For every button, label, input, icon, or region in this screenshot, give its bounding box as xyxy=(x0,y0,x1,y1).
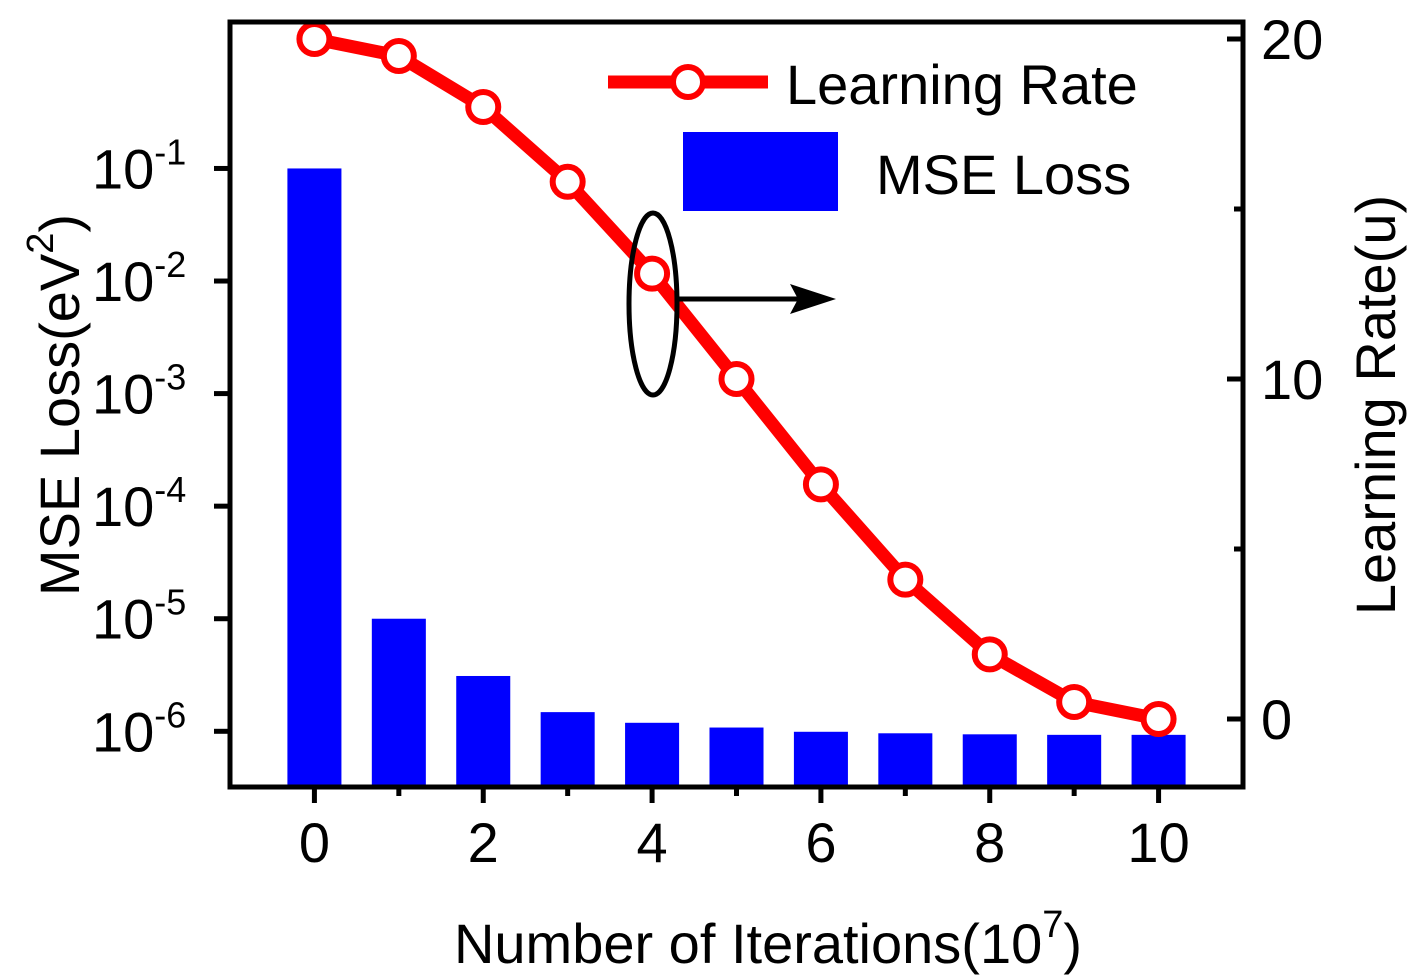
legend-label-learning-rate: Learning Rate xyxy=(786,53,1138,116)
x-axis-title: Number of Iterations(107) xyxy=(454,904,1082,975)
y-left-tick-label-1: 10-5 xyxy=(92,582,186,651)
tick-base: 10 xyxy=(92,250,154,313)
tick-base: 10 xyxy=(92,588,154,651)
tick-base: 10 xyxy=(92,137,154,200)
y-left-tick-label-3: 10-3 xyxy=(92,357,186,426)
learning-rate-point-0 xyxy=(296,21,333,57)
y-left-tick-label-0: 10-6 xyxy=(92,694,186,763)
legend-label-mse-loss: MSE Loss xyxy=(876,143,1131,206)
legend-marker-swatch xyxy=(670,64,706,100)
x-tick-label-6: 6 xyxy=(805,811,836,874)
learning-rate-point-1 xyxy=(380,38,417,74)
annotation-arrow-head xyxy=(790,284,836,314)
x-axis-ticks: 0 2 4 6 8 10 xyxy=(299,787,1190,874)
y-right-tick-label-0: 0 xyxy=(1261,688,1292,751)
learning-rate-point-2 xyxy=(465,89,502,125)
tick-exponent: -2 xyxy=(154,244,186,285)
learning-rate-point-4 xyxy=(634,255,671,292)
learning-rate-point-6 xyxy=(802,466,839,503)
learning-rate-point-8 xyxy=(971,636,1008,673)
bar-mse-loss-9 xyxy=(1047,734,1102,787)
tick-base: 10 xyxy=(92,475,154,538)
x-tick-label-8: 8 xyxy=(974,811,1005,874)
bar-mse-loss-5 xyxy=(709,727,764,787)
y-right-tick-label-10: 10 xyxy=(1261,348,1323,411)
annotation-ellipse xyxy=(626,210,680,398)
y-right-axis-ticks: 0 10 20 xyxy=(1227,8,1323,751)
bar-mse-loss-0 xyxy=(287,168,342,788)
y-left-axis-title: MSE Loss(eV2) xyxy=(20,214,91,596)
bar-series-mse-loss xyxy=(287,168,1186,788)
y-right-axis-title: Learning Rate(u) xyxy=(1344,195,1407,615)
x-tick-label-4: 4 xyxy=(637,811,668,874)
x-tick-label-0: 0 xyxy=(299,811,330,874)
tick-exponent: -6 xyxy=(154,694,186,735)
learning-rate-point-7 xyxy=(887,561,924,598)
bar-mse-loss-10 xyxy=(1131,734,1186,787)
tick-exponent: -3 xyxy=(154,357,186,398)
learning-rate-point-5 xyxy=(718,361,755,397)
annotation xyxy=(626,210,836,398)
line-series-learning-rate xyxy=(296,21,1177,737)
bar-mse-loss-1 xyxy=(371,618,426,787)
legend: Learning Rate MSE Loss xyxy=(608,53,1138,211)
x-tick-label-10: 10 xyxy=(1127,811,1189,874)
y-left-tick-label-4: 10-2 xyxy=(92,244,186,313)
tick-exponent: -1 xyxy=(154,131,186,172)
learning-rate-point-3 xyxy=(549,163,586,200)
bar-mse-loss-8 xyxy=(962,734,1017,787)
learning-rate-point-9 xyxy=(1056,684,1093,720)
tick-base: 10 xyxy=(92,700,154,763)
y-right-tick-label-20: 20 xyxy=(1261,8,1323,71)
x-tick-label-2: 2 xyxy=(468,811,499,874)
y-left-axis-ticks: 10-610-510-410-310-210-1 xyxy=(92,131,230,763)
tick-exponent: -5 xyxy=(154,582,186,623)
y-left-tick-label-2: 10-4 xyxy=(92,469,186,538)
bar-mse-loss-7 xyxy=(878,733,933,787)
bar-mse-loss-4 xyxy=(625,722,680,787)
y-left-tick-label-5: 10-1 xyxy=(92,131,186,200)
bar-mse-loss-3 xyxy=(540,712,595,787)
learning-rate-point-10 xyxy=(1140,701,1177,737)
bar-mse-loss-2 xyxy=(456,675,511,787)
legend-bar-swatch xyxy=(683,132,838,211)
tick-exponent: -4 xyxy=(154,469,186,510)
tick-base: 10 xyxy=(92,363,154,426)
bar-mse-loss-6 xyxy=(793,731,848,787)
